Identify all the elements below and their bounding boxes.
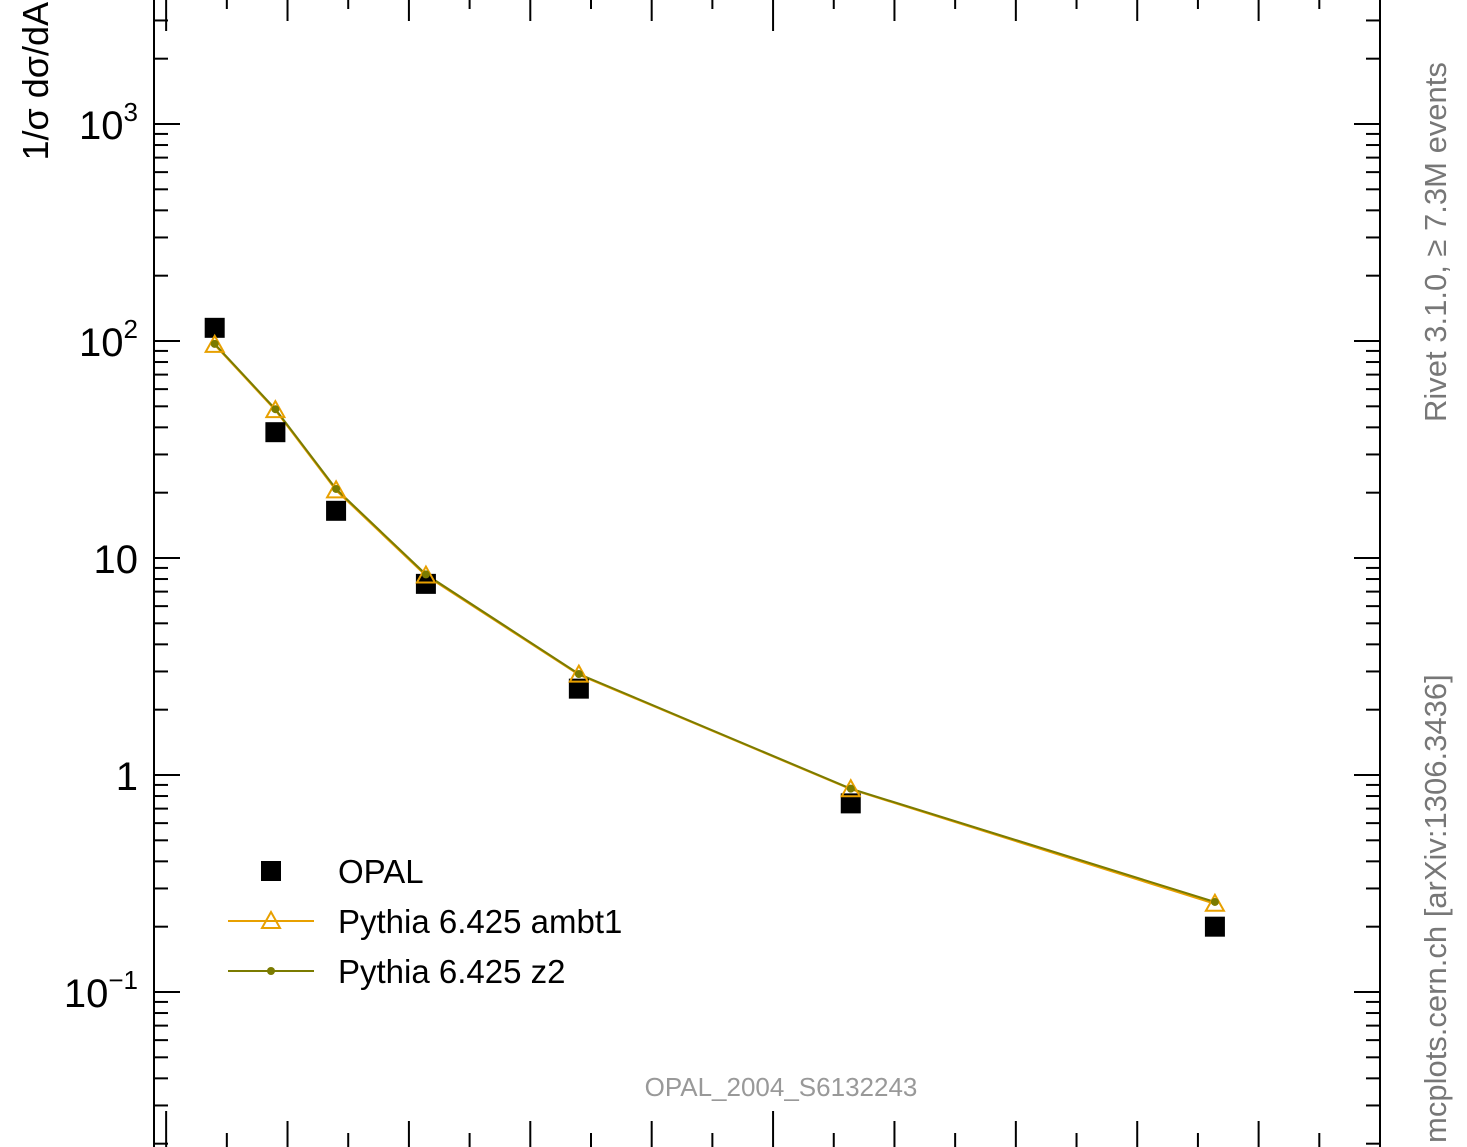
opal-point bbox=[568, 678, 589, 699]
ambt1-point bbox=[415, 564, 437, 584]
z2-point bbox=[421, 570, 430, 579]
z2-point bbox=[1210, 897, 1219, 906]
z2-point bbox=[846, 784, 855, 793]
mcplots-label: mcplots.cern.ch [arXiv:1306.3436] bbox=[1418, 674, 1453, 1143]
ambt1-point bbox=[264, 399, 287, 419]
z2-point bbox=[574, 670, 583, 679]
opal-point bbox=[326, 500, 347, 521]
legend-ambt1-marker bbox=[260, 909, 282, 929]
z2-point bbox=[271, 405, 280, 414]
series-line-ambt1 bbox=[213, 344, 1216, 905]
y-tick-label: 1 bbox=[116, 755, 138, 799]
z2-point bbox=[332, 484, 341, 493]
series-ambt1 bbox=[213, 344, 1216, 905]
axis-ticks bbox=[154, 0, 1381, 1147]
data-points bbox=[203, 317, 1226, 937]
legend-z2-marker bbox=[267, 967, 275, 975]
series-z2 bbox=[213, 343, 1216, 903]
legend-label: OPAL bbox=[338, 853, 424, 890]
y-tick-label: 10−1 bbox=[64, 965, 138, 1016]
z2-point bbox=[210, 339, 219, 348]
ambt1-point bbox=[325, 479, 347, 499]
legend: OPAL Pythia 6.425 ambt1 Pythia 6.425 z2 bbox=[228, 853, 622, 990]
ambt1-point bbox=[568, 663, 590, 683]
opal-point bbox=[415, 573, 436, 594]
ambt1-point bbox=[1204, 892, 1226, 912]
opal-point bbox=[265, 422, 286, 443]
rivet-label: Rivet 3.1.0, ≥ 7.3M events bbox=[1418, 62, 1453, 422]
series-line-z2 bbox=[213, 343, 1216, 903]
opal-point bbox=[840, 793, 861, 814]
y-tick-label: 10 bbox=[94, 538, 139, 582]
opal-point bbox=[1204, 916, 1225, 937]
opal-point bbox=[204, 317, 225, 338]
y-tick-label: 103 bbox=[79, 97, 138, 148]
y-tick-label: 102 bbox=[79, 314, 138, 365]
y-axis-label: 1/σ dσ/dA bbox=[15, 2, 56, 161]
analysis-id-label: OPAL_2004_S6132243 bbox=[645, 1072, 918, 1102]
ambt1-point bbox=[840, 778, 862, 798]
ambt1-point bbox=[203, 333, 226, 353]
legend-label: Pythia 6.425 ambt1 bbox=[338, 903, 622, 940]
legend-label: Pythia 6.425 z2 bbox=[338, 953, 566, 990]
legend-opal-marker bbox=[261, 861, 281, 881]
